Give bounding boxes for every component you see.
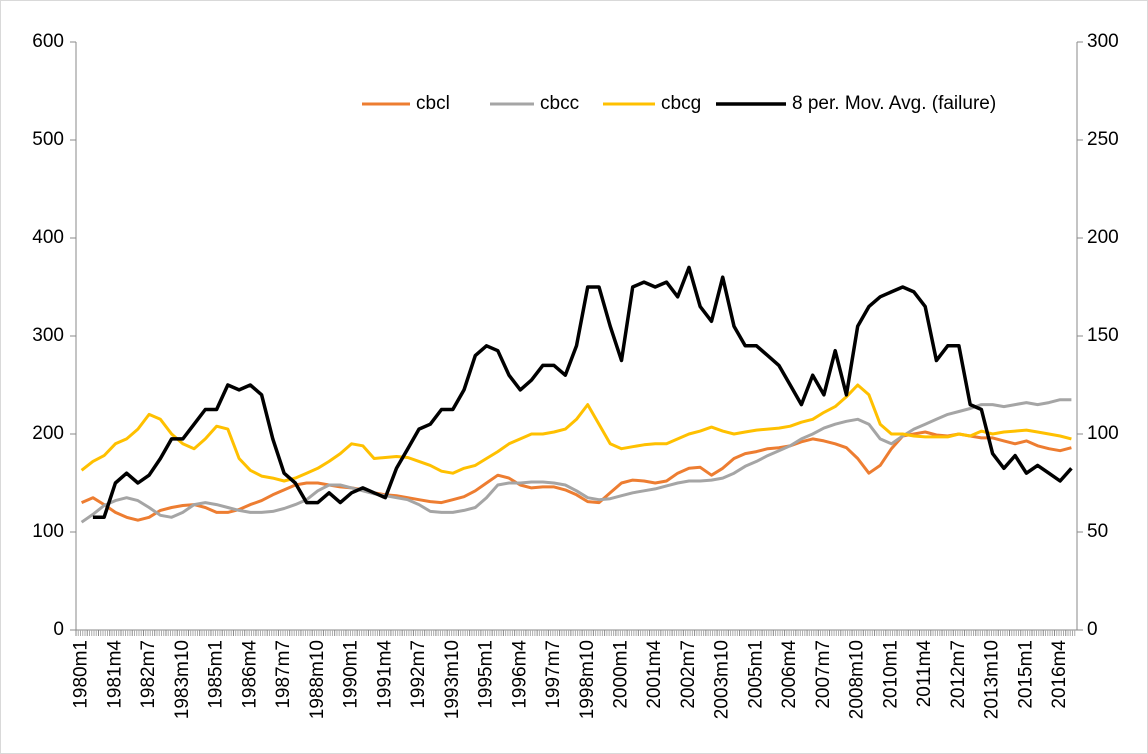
x-tick-label: 2008m10 <box>847 640 868 719</box>
x-tick-label: 2010m1 <box>880 640 901 709</box>
x-tick-label: 2013m10 <box>982 640 1003 719</box>
x-tick-label: 2002m7 <box>678 640 699 709</box>
x-tick-label: 2005m1 <box>745 640 766 709</box>
x-tick-label: 1986m4 <box>239 640 260 709</box>
x-tick-label: 2001m4 <box>644 640 665 709</box>
x-tick-label: 2007m7 <box>813 640 834 709</box>
x-tick-label: 2003m10 <box>712 640 733 719</box>
x-tick-label: 1981m4 <box>104 640 125 709</box>
y-tick-label: 0 <box>53 619 64 640</box>
y-tick-label: 400 <box>32 227 64 248</box>
x-tick-label: 2000m1 <box>611 640 632 709</box>
y2-tick-label: 250 <box>1087 129 1119 150</box>
x-tick-label: 1996m4 <box>509 640 530 709</box>
y-tick-label: 200 <box>32 423 64 444</box>
legend-label: cbcg <box>661 93 701 114</box>
y2-tick-label: 300 <box>1087 31 1119 52</box>
y2-tick-label: 200 <box>1087 227 1119 248</box>
x-tick-label: 2012m7 <box>948 640 969 709</box>
legend-label: cbcc <box>540 93 579 114</box>
x-tick-label: 2011m4 <box>914 640 935 708</box>
y-tick-label: 600 <box>32 31 64 52</box>
legend-label: 8 per. Mov. Avg. (failure) <box>792 93 996 114</box>
y-tick-label: 300 <box>32 325 64 346</box>
x-tick-label: 1995m1 <box>476 640 497 709</box>
series-line <box>92 265 1073 520</box>
x-tick-label: 1985m1 <box>206 640 227 709</box>
x-tick-label: 1997m7 <box>543 640 564 709</box>
x-tick-label: 2006m4 <box>779 640 800 709</box>
x-tick-label: 1982m7 <box>138 640 159 709</box>
y2-tick-label: 150 <box>1087 325 1119 346</box>
y2-tick-label: 100 <box>1087 423 1119 444</box>
x-tick-label: 1983m10 <box>172 640 193 719</box>
x-tick-label: 1993m10 <box>442 640 463 719</box>
y2-tick-label: 50 <box>1087 521 1108 542</box>
x-tick-label: 2015m1 <box>1015 640 1036 709</box>
x-tick-label: 1991m4 <box>374 640 395 709</box>
x-tick-label: 1990m1 <box>341 640 362 709</box>
x-tick-label: 1987m7 <box>273 640 294 709</box>
x-tick-label: 1992m7 <box>408 640 429 709</box>
x-tick-label: 2016m4 <box>1049 640 1070 709</box>
y-tick-label: 500 <box>32 129 64 150</box>
y-tick-label: 100 <box>32 521 64 542</box>
x-tick-label: 1988m10 <box>307 640 328 719</box>
legend-label: cbcl <box>416 93 450 114</box>
x-tick-label: 1980m1 <box>71 640 92 709</box>
x-tick-label: 1998m10 <box>577 640 598 719</box>
y2-tick-label: 0 <box>1087 619 1098 640</box>
series-line <box>80 383 1072 483</box>
